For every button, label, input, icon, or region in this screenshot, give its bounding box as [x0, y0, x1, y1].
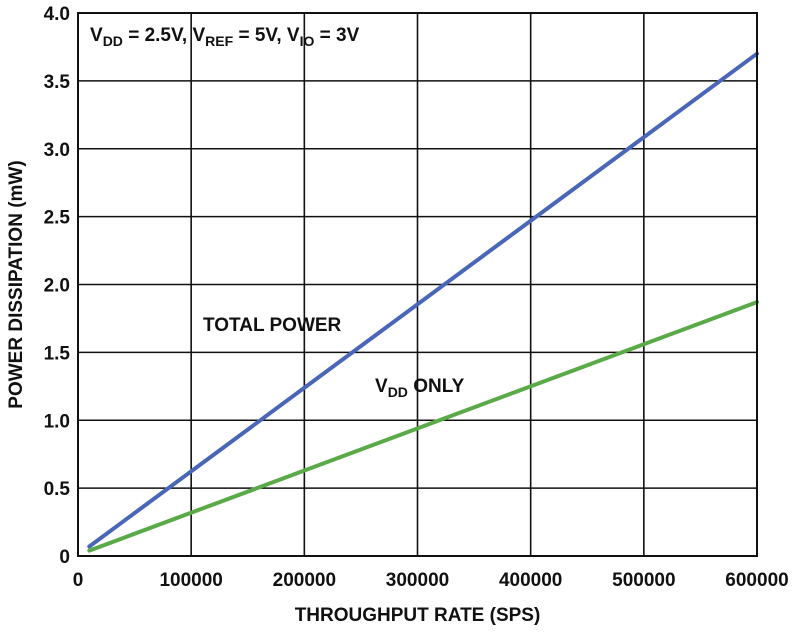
x-axis-title: THROUGHPUT RATE (SPS): [295, 605, 541, 626]
x-tick-label: 500000: [612, 570, 675, 591]
y-tick-label: 0: [59, 547, 70, 568]
conditions-annotation: VDD = 2.5V, VREF = 5V, VIO = 3V: [90, 25, 360, 49]
plot-frame: [77, 12, 758, 557]
total-power-label-text: TOTAL POWER: [203, 315, 342, 336]
vdd-value: = 2.5V,: [123, 25, 193, 46]
vdd-subscript: DD: [103, 33, 123, 49]
vref-symbol: V: [192, 25, 205, 46]
vref-subscript: REF: [205, 33, 233, 49]
y-tick-label: 3.5: [44, 72, 71, 93]
vdd-only-line: [87, 300, 759, 553]
grid: [77, 12, 758, 557]
vdd-only-label-subscript: DD: [388, 384, 408, 400]
y-tick-label: 2.0: [44, 276, 70, 297]
y-tick-label: 0.5: [44, 479, 71, 500]
vdd-only-label-rest: ONLY: [408, 376, 465, 397]
x-tick-label: 200000: [273, 570, 336, 591]
x-tick-label: 0: [73, 570, 84, 591]
vio-subscript: IO: [300, 33, 315, 49]
series-label-vdd-only: VDD ONLY: [375, 376, 465, 400]
y-tick-labels: 0 0.5 1.0 1.5 2.0 2.5 3.0 3.5 4.0: [44, 4, 71, 568]
y-tick-label: 1.5: [44, 343, 71, 364]
x-tick-label: 600000: [725, 570, 788, 591]
x-tick-labels: 0 100000 200000 300000 400000 500000 600000: [73, 570, 789, 591]
vref-value: = 5V,: [233, 25, 287, 46]
y-tick-label: 4.0: [44, 4, 70, 25]
vio-symbol: V: [287, 25, 300, 46]
x-tick-label: 300000: [386, 570, 449, 591]
x-tick-label: 100000: [159, 570, 222, 591]
y-axis-title: POWER DISSIPATION (mW): [6, 160, 27, 408]
vdd-only-label-symbol: V: [375, 376, 388, 397]
x-tick-label: 400000: [499, 570, 562, 591]
total-power-line: [87, 51, 759, 549]
series-label-total-power: TOTAL POWER: [203, 315, 342, 336]
y-tick-label: 2.5: [44, 208, 71, 229]
y-tick-label: 1.0: [44, 411, 70, 432]
y-tick-label: 3.0: [44, 140, 70, 161]
vdd-symbol: V: [90, 25, 103, 46]
series-lines: [87, 51, 759, 553]
vio-value: = 3V: [314, 25, 359, 46]
